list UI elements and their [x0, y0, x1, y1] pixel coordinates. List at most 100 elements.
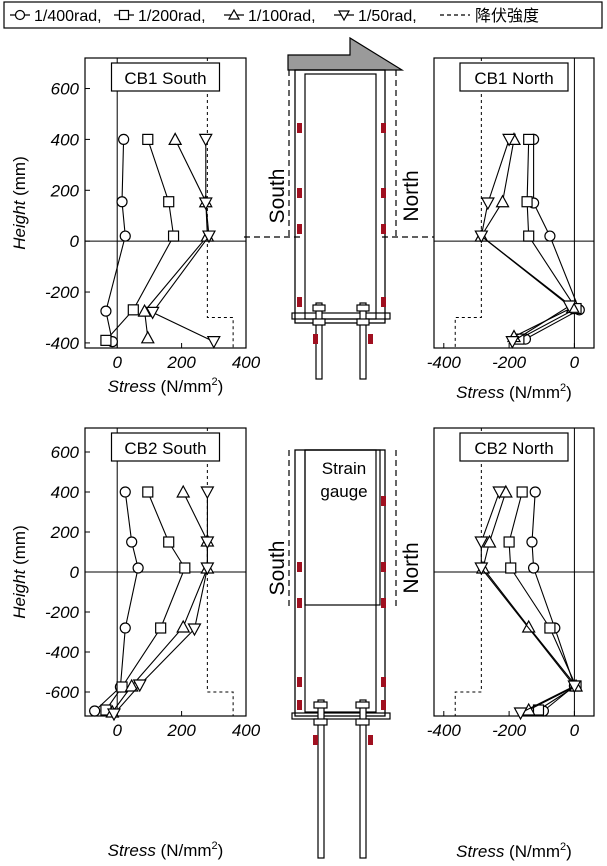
panel-title-box: [459, 62, 569, 92]
strain-gauges: [297, 496, 386, 745]
panel-title-text: CB1 North: [474, 69, 553, 88]
square-marker-icon: [118, 9, 130, 21]
specimen-diagram-cb1: South North: [266, 36, 423, 380]
square-marker: [155, 622, 167, 634]
y-tick-label: 400: [51, 483, 80, 502]
legend-label: 1/400rad,: [34, 8, 102, 25]
square-marker: [167, 230, 180, 242]
triangle-down-marker: [480, 197, 495, 211]
panel-title: CB1 South: [110, 62, 221, 92]
x-tick-label: 0: [112, 353, 122, 372]
y-tick-label: 200: [50, 523, 80, 542]
series-1-50rad: [106, 486, 215, 722]
series-line: [105, 491, 186, 711]
x-axis-label: Stress (N/mm2): [456, 382, 572, 402]
series-line: [508, 491, 577, 711]
triangle-down-marker: [198, 197, 213, 211]
x-tick-label: 0: [570, 353, 580, 372]
legend-item-1-400rad: 1/400rad,: [10, 8, 102, 25]
x-tick-label: 200: [166, 721, 196, 740]
triangle-down-marker: [145, 306, 160, 320]
legend-item-yield-strength: 降伏強度: [440, 7, 539, 25]
strain-gauge-label-line2: gauge: [320, 482, 367, 501]
circle-marker: [119, 486, 131, 498]
plot-frame: [433, 57, 595, 349]
strain-gauge-label-line1: Strain: [322, 459, 366, 478]
legend: 1/400rad, 1/200rad, 1/100rad, 1/50rad, 降…: [3, 1, 603, 29]
square-marker: [523, 133, 535, 146]
x-tick-label: -400: [427, 721, 462, 740]
triangle-down-marker: [492, 486, 507, 500]
panel-title: CB2 South: [110, 432, 221, 462]
triangle-down-marker: [474, 562, 489, 576]
beam-inner: [304, 449, 377, 713]
square-marker: [179, 562, 191, 574]
circle-marker: [526, 536, 538, 548]
x-tick-label: 0: [112, 721, 122, 740]
triangle-down-marker: [187, 623, 202, 637]
y-axis-label: Height (mm): [10, 525, 29, 619]
series-1-200rad: [100, 133, 180, 346]
series-1-100rad: [475, 484, 584, 716]
panel-title-text: CB2 South: [124, 439, 206, 458]
circle-marker: [529, 486, 541, 498]
y-tick-label: 0: [70, 563, 80, 582]
y-tick-label: 400: [51, 130, 80, 149]
triangle-down-marker: [200, 486, 215, 500]
y-tick-label: -200: [45, 603, 80, 622]
triangle-down-marker: [132, 679, 147, 693]
panel-title: CB2 North: [459, 432, 569, 462]
x-tick-label: -200: [492, 353, 527, 372]
plot-frame: [84, 57, 247, 349]
anchor-bolts: [313, 699, 370, 859]
panel-title: CB1 North: [459, 62, 569, 92]
legend-item-1-200rad: 1/200rad,: [114, 8, 206, 25]
south-label: South: [266, 541, 289, 596]
triangle-up-marker: [176, 619, 191, 633]
triangle-down-marker-icon: [337, 10, 351, 22]
square-marker: [544, 622, 556, 634]
yield-strength-line: [454, 58, 482, 348]
triangle-down-marker: [198, 133, 213, 147]
yield-strength-line: [206, 58, 234, 348]
triangle-up-marker: [168, 132, 183, 146]
circle-marker: [119, 230, 131, 242]
triangle-down-marker: [206, 336, 221, 349]
triangle-down-marker: [474, 536, 489, 550]
triangle-up-marker: [521, 619, 536, 633]
y-axis-label: Height (mm): [10, 156, 29, 250]
square-marker: [142, 133, 154, 146]
beam-inner: [304, 73, 377, 320]
circle-marker: [132, 562, 144, 574]
circle-marker-icon: [14, 9, 26, 21]
square-marker: [142, 486, 154, 498]
triangle-up-marker: [124, 678, 139, 692]
panel-title-box: [110, 62, 221, 92]
triangle-down-marker: [513, 707, 528, 721]
legend-item-1-100rad: 1/100rad,: [224, 8, 316, 25]
circle-marker: [544, 230, 556, 242]
panel-title-text: CB2 North: [474, 439, 553, 458]
x-tick-label: 400: [232, 353, 261, 372]
square-marker: [163, 536, 175, 548]
y-tick-label: -200: [45, 283, 80, 302]
y-tick-label: 0: [70, 232, 80, 251]
chart-cb1-north: CB1 North -400 -200 0 Stress (N/mm2): [427, 57, 595, 402]
triangle-up-marker: [176, 484, 191, 498]
chart-cb1-south: CB1 South 0 200 400 -400 -200 0 200 400 600 Stress…: [10, 57, 261, 396]
square-marker: [116, 681, 128, 693]
circle-marker: [116, 196, 128, 208]
triangle-down-marker: [201, 230, 216, 244]
circle-marker: [126, 536, 138, 548]
y-tick-label: 600: [51, 80, 80, 99]
triangle-up-marker: [137, 303, 152, 317]
x-axis-label: Stress (N/mm2): [456, 841, 572, 861]
series-1-50rad: [474, 486, 582, 721]
base-plate: [291, 312, 391, 320]
square-marker: [163, 196, 175, 208]
panel-title-text: CB1 South: [124, 69, 206, 88]
triangle-down-marker: [505, 336, 520, 349]
triangle-up-marker: [495, 194, 510, 208]
x-tick-label: 0: [570, 721, 580, 740]
x-tick-label: -200: [492, 721, 527, 740]
